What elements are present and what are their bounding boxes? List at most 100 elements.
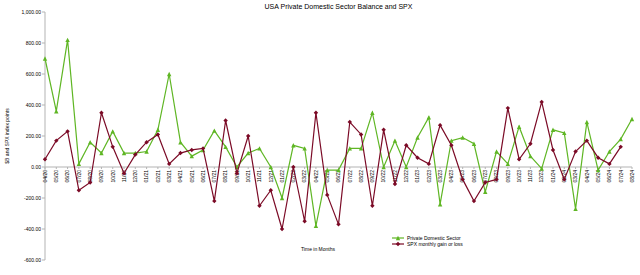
plot-area: [43, 38, 634, 232]
point: [156, 132, 160, 136]
x-tick-label: 01/21: [143, 170, 149, 183]
x-tick: [485, 167, 486, 169]
x-tick-label: 08/22: [358, 170, 364, 183]
point: [494, 149, 498, 153]
point: [280, 196, 284, 200]
x-tick: [78, 167, 79, 169]
y-tick: [42, 136, 45, 137]
y-tick-label: 800.00: [26, 40, 42, 46]
point: [280, 227, 284, 231]
x-tick: [394, 167, 395, 169]
point: [619, 137, 623, 141]
point: [472, 142, 476, 146]
point: [393, 182, 397, 186]
x-tick-label: 07/24: [618, 170, 624, 183]
x-tick-label: 12/20: [132, 170, 138, 183]
x-tick-label: 01/23: [414, 170, 420, 183]
x-tick: [259, 167, 260, 169]
point: [506, 162, 510, 166]
x-tick-label: 07/22: [347, 170, 353, 183]
x-tick: [632, 167, 633, 169]
y-tick: [42, 105, 45, 106]
x-tick: [315, 167, 316, 169]
point: [370, 111, 374, 115]
y-tick-label: -200.00: [24, 195, 41, 201]
point: [314, 111, 318, 115]
point: [551, 128, 555, 132]
y-tick-label: 0.00: [31, 164, 41, 170]
y-tick-label: -600.00: [24, 257, 41, 263]
x-tick-label: 10/21: [245, 170, 251, 183]
x-tick-label: 01/22: [279, 170, 285, 183]
x-tick-label: 09/22: [369, 170, 375, 183]
y-tick: [42, 74, 45, 75]
point: [573, 207, 577, 211]
x-axis-label: Time in Months: [301, 246, 335, 252]
point: [144, 140, 148, 144]
point: [404, 143, 408, 147]
x-tick-label: 07/21: [211, 170, 217, 183]
x-tick: [304, 167, 305, 169]
point: [596, 156, 600, 160]
point: [77, 162, 81, 166]
point: [449, 143, 453, 147]
x-tick-label: 09/23: [505, 170, 511, 183]
point: [427, 162, 431, 166]
point: [88, 180, 92, 184]
x-tick: [349, 167, 350, 169]
point: [43, 157, 47, 161]
point: [585, 138, 589, 142]
point: [619, 145, 623, 149]
x-tick: [56, 167, 57, 169]
point: [348, 146, 352, 150]
point: [460, 135, 464, 139]
point: [427, 115, 431, 119]
title: USA Private Domestic Sector Balance and …: [265, 3, 413, 10]
x-tick: [146, 167, 147, 169]
x-tick-label: 06/24: [606, 170, 612, 183]
point: [167, 162, 171, 166]
point: [607, 149, 611, 153]
point: [370, 204, 374, 208]
y-tick-label: 400.00: [26, 102, 42, 108]
x-tick: [473, 167, 474, 169]
point: [472, 199, 476, 203]
x-tick-label: 09/21: [234, 170, 240, 183]
point: [325, 193, 329, 197]
x-tick-label: 01/24: [550, 170, 556, 183]
point: [381, 165, 385, 169]
point: [156, 128, 160, 132]
y-tick-label: 1,000.00: [22, 9, 42, 15]
point: [325, 168, 329, 172]
x-tick: [575, 167, 576, 169]
x-tick-label: 08/24: [629, 170, 635, 183]
point: [122, 171, 126, 175]
point: [99, 151, 103, 155]
x-tick-label: 06/21: [200, 170, 206, 183]
point: [585, 120, 589, 124]
y-tick-label: 200.00: [26, 133, 42, 139]
x-tick-label: 04/23: [448, 170, 454, 183]
legend-entry: SPX monthly gain or loss: [392, 241, 463, 247]
x-tick: [462, 167, 463, 169]
x-tick: [225, 167, 226, 169]
x-tick-label: 04/22: [313, 170, 319, 183]
point: [381, 128, 385, 132]
point: [246, 134, 250, 138]
point: [359, 132, 363, 136]
x-tick: [609, 167, 610, 169]
point: [257, 204, 261, 208]
x-tick: [507, 167, 508, 169]
x-tick-label: 03/21: [166, 170, 172, 183]
point: [596, 168, 600, 172]
x-tick: [519, 167, 520, 169]
point: [336, 222, 340, 226]
point: [460, 177, 464, 181]
y-tick-label: 600.00: [26, 71, 42, 77]
x-tick-label: 11/23: [527, 170, 533, 182]
point: [111, 145, 115, 149]
point: [314, 224, 318, 228]
legend-marker: [396, 242, 400, 246]
x-tick: [564, 167, 565, 169]
y-tick: [42, 198, 45, 199]
